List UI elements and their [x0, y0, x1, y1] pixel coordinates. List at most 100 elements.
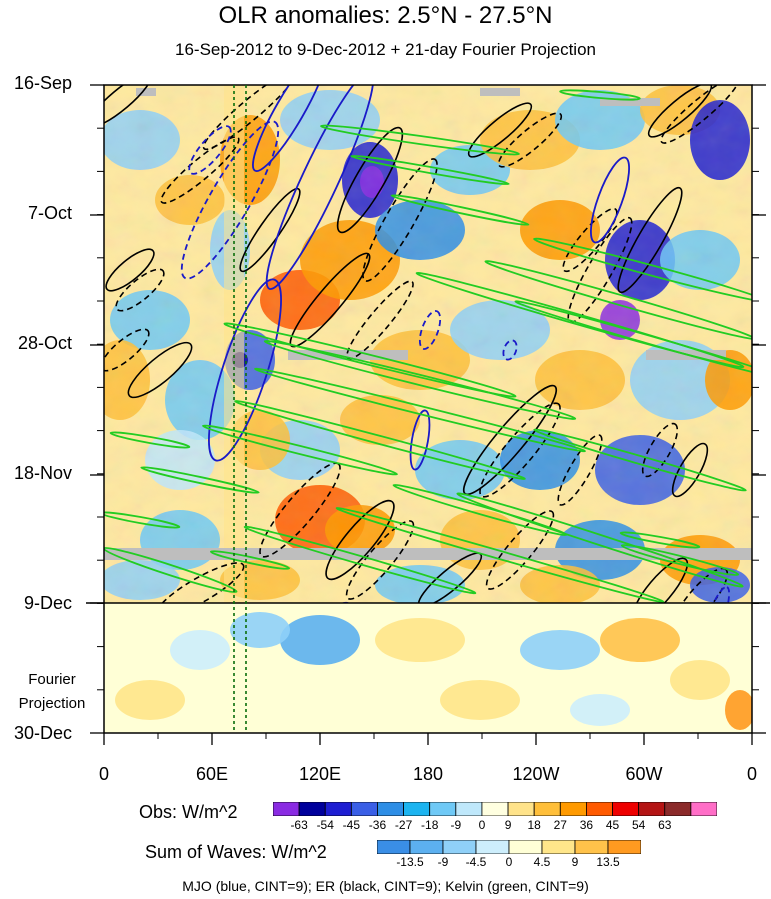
colorbar-cell — [690, 802, 717, 816]
chart-title: OLR anomalies: 2.5°N - 27.5°N — [218, 2, 553, 29]
wave-contour — [462, 384, 558, 496]
contour-legend-note: MJO (blue, CINT=9); ER (black, CINT=9); … — [182, 878, 589, 894]
kelvin-contour — [350, 154, 510, 186]
fourier-label-line: Fourier — [28, 671, 76, 688]
kelvin-contour — [559, 89, 641, 101]
observed-olr-field — [104, 85, 752, 603]
wave-contour — [336, 126, 404, 234]
colorbar-tick-label: -54 — [316, 818, 334, 832]
kelvin-contour — [484, 260, 752, 340]
missing-data-bar — [288, 350, 408, 360]
colorbar-tick-label: -4.5 — [465, 855, 487, 869]
colorbar-cell — [350, 802, 378, 816]
kelvin-contour — [620, 544, 740, 576]
projected-anomaly-patch — [115, 680, 185, 720]
wave-contour — [479, 402, 561, 498]
wave-contour — [115, 268, 165, 312]
kelvin-contour — [533, 428, 747, 492]
colorbar-cell — [541, 840, 576, 854]
kelvin-contour — [533, 237, 752, 303]
colorbar-cell — [409, 840, 444, 854]
x-tick-label: 0 — [746, 764, 757, 784]
kelvin-contour — [104, 546, 238, 594]
colorbar-cell — [429, 802, 457, 816]
colorbar-cell — [298, 802, 326, 816]
obs-colorbar-title: Obs: W/m^2 — [139, 802, 238, 822]
kelvin-contour — [456, 492, 744, 588]
colorbar-cell — [475, 840, 510, 854]
colorbar-cell — [273, 802, 300, 816]
y-tick-label: 16-Sep — [13, 73, 72, 93]
wave-contour — [409, 409, 431, 471]
kelvin-contour — [234, 400, 526, 480]
wave-contour — [104, 328, 150, 372]
kelvin-contour — [202, 424, 398, 476]
x-tick-label: 180 — [412, 764, 444, 784]
y-tick-label: 28-Oct — [17, 333, 72, 353]
wave-contour — [617, 186, 683, 294]
wave-contour — [345, 520, 415, 600]
waves-colorbar-title: Sum of Waves: W/m^2 — [145, 842, 327, 862]
colorbar-cell — [559, 802, 587, 816]
kelvin-contour — [514, 300, 752, 380]
wave-contour — [188, 125, 232, 175]
wave-contour — [155, 562, 245, 603]
colorbar-tick-label: -9 — [437, 855, 449, 869]
projected-anomaly-patch — [600, 618, 680, 662]
kelvin-contour — [243, 525, 477, 595]
kelvin-contour — [415, 271, 745, 369]
colorbar-cell — [508, 840, 543, 854]
y-tick-label: 30-Dec — [13, 723, 72, 743]
projected-anomaly-patch — [280, 615, 360, 665]
wave-contour — [105, 248, 155, 292]
colorbar-cell — [377, 802, 404, 816]
projected-anomaly-patch — [170, 630, 230, 670]
wave-contour — [160, 136, 240, 204]
wave-contour — [467, 102, 533, 158]
wave-contour — [104, 85, 153, 128]
colorbar-tick-label: 9 — [571, 855, 579, 869]
y-tick-label: 18-Nov — [13, 463, 72, 483]
colorbar-tick-label: 18 — [527, 818, 541, 832]
colorbar-tick-label: 36 — [579, 818, 594, 832]
kelvin-contour — [320, 124, 520, 156]
wave-contour — [647, 85, 713, 138]
wave-contour — [265, 85, 375, 290]
kelvin-contour — [140, 466, 260, 494]
colorbar-cell — [612, 802, 640, 816]
wave-contour — [497, 112, 563, 168]
colorbar-cell — [507, 802, 535, 816]
kelvin-contour — [263, 340, 577, 420]
wave-contour — [699, 586, 731, 603]
wave-contour — [252, 85, 328, 172]
wave-contour — [641, 422, 679, 478]
y-tick-label: 7-Oct — [27, 203, 72, 223]
projected-olr-field — [104, 603, 752, 733]
colorbar-tick-label: -27 — [394, 818, 413, 832]
colorbar-cell — [533, 802, 561, 816]
projected-anomaly-patch — [440, 680, 520, 720]
colorbar-tick-label: 4.5 — [533, 855, 551, 869]
x-tick-label: 60W — [625, 764, 663, 784]
projected-anomaly-patch — [670, 660, 730, 700]
colorbar-cell — [442, 840, 477, 854]
colorbar-tick-label: 9 — [504, 818, 512, 832]
projected-anomaly-patch — [520, 630, 600, 670]
wave-contour — [660, 85, 740, 144]
x-tick-label: 60E — [195, 764, 229, 784]
colorbar-cell — [586, 802, 613, 816]
colorbar-tick-label: 63 — [658, 818, 672, 832]
wave-contour — [590, 156, 630, 244]
projected-anomaly-patch — [725, 690, 752, 730]
colorbar-tick-label: -9 — [450, 818, 462, 832]
colorbar-cell — [324, 802, 352, 816]
colorbar-cell — [607, 840, 641, 854]
kelvin-contour — [254, 367, 586, 453]
wave-contour — [418, 310, 442, 350]
wave-contour — [631, 557, 689, 603]
fourier-projection-label: Fourier Projection — [14, 668, 90, 716]
missing-data-bar — [600, 98, 660, 106]
colorbar-tick-label: 0 — [478, 818, 486, 832]
projected-anomaly-patch — [375, 618, 465, 662]
colorbar-cell — [377, 840, 411, 854]
